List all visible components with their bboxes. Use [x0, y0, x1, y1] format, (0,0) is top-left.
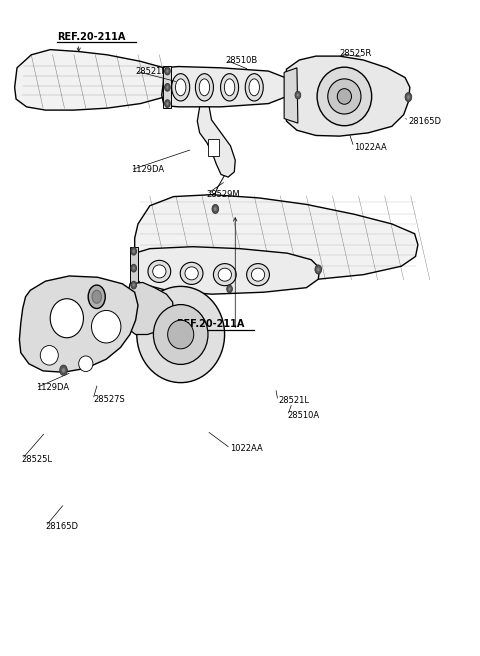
Text: 28527S: 28527S [93, 395, 125, 404]
Text: 1022AA: 1022AA [230, 444, 263, 453]
Ellipse shape [50, 298, 84, 338]
Ellipse shape [328, 79, 361, 114]
Polygon shape [162, 66, 287, 107]
Ellipse shape [137, 287, 225, 382]
Circle shape [407, 95, 410, 99]
Circle shape [317, 268, 320, 272]
Ellipse shape [92, 310, 121, 343]
Circle shape [62, 368, 65, 373]
Ellipse shape [172, 73, 190, 101]
Circle shape [132, 249, 135, 253]
Text: 1129DA: 1129DA [131, 165, 164, 174]
Circle shape [295, 91, 301, 99]
Ellipse shape [153, 265, 166, 278]
Ellipse shape [148, 260, 171, 283]
Ellipse shape [168, 320, 194, 349]
Ellipse shape [220, 73, 239, 101]
Text: 28525L: 28525L [22, 455, 53, 464]
Ellipse shape [218, 268, 231, 281]
Circle shape [405, 92, 412, 102]
Ellipse shape [180, 262, 203, 285]
Ellipse shape [154, 304, 208, 365]
Polygon shape [208, 139, 219, 155]
Ellipse shape [195, 73, 214, 101]
Circle shape [131, 264, 137, 272]
Ellipse shape [252, 268, 264, 281]
Circle shape [131, 247, 137, 255]
Circle shape [166, 102, 168, 106]
Text: REF.20-211A: REF.20-211A [176, 319, 244, 329]
Ellipse shape [337, 89, 351, 104]
Circle shape [132, 266, 135, 270]
Ellipse shape [199, 79, 210, 96]
Circle shape [60, 365, 67, 375]
Polygon shape [284, 68, 298, 123]
Circle shape [165, 83, 170, 91]
Text: 28510B: 28510B [226, 56, 258, 64]
Circle shape [212, 205, 219, 213]
Polygon shape [135, 195, 418, 281]
Circle shape [132, 283, 135, 287]
Text: REF.20-211A: REF.20-211A [57, 31, 126, 42]
Text: 28165D: 28165D [46, 522, 78, 531]
Circle shape [92, 290, 101, 303]
Circle shape [165, 100, 170, 108]
Circle shape [88, 285, 105, 308]
Text: 1129DA: 1129DA [36, 383, 69, 392]
Text: 28521P: 28521P [136, 66, 167, 75]
Polygon shape [130, 247, 138, 290]
Text: 1022AA: 1022AA [354, 142, 386, 152]
Circle shape [227, 285, 232, 293]
Ellipse shape [214, 264, 236, 286]
Circle shape [166, 70, 168, 73]
Text: 28525R: 28525R [340, 49, 372, 58]
Ellipse shape [245, 73, 263, 101]
Polygon shape [163, 66, 171, 108]
Polygon shape [197, 107, 235, 177]
Circle shape [228, 287, 231, 291]
Text: 28165D: 28165D [408, 117, 442, 126]
Ellipse shape [249, 79, 260, 96]
Circle shape [297, 93, 299, 97]
Circle shape [166, 85, 168, 89]
Circle shape [315, 265, 322, 274]
Polygon shape [285, 56, 410, 136]
Polygon shape [14, 50, 171, 110]
Circle shape [214, 207, 217, 211]
Ellipse shape [40, 346, 58, 365]
Circle shape [131, 281, 137, 289]
Text: 28529M: 28529M [207, 190, 240, 199]
Ellipse shape [176, 79, 186, 96]
Ellipse shape [185, 267, 198, 280]
Text: 28510A: 28510A [288, 411, 320, 420]
Text: 28521L: 28521L [278, 396, 309, 405]
Ellipse shape [247, 264, 269, 286]
Ellipse shape [317, 67, 372, 126]
Polygon shape [125, 283, 174, 335]
Polygon shape [19, 276, 138, 372]
Polygon shape [131, 247, 320, 294]
Circle shape [165, 67, 170, 75]
Ellipse shape [224, 79, 235, 96]
Ellipse shape [79, 356, 93, 371]
